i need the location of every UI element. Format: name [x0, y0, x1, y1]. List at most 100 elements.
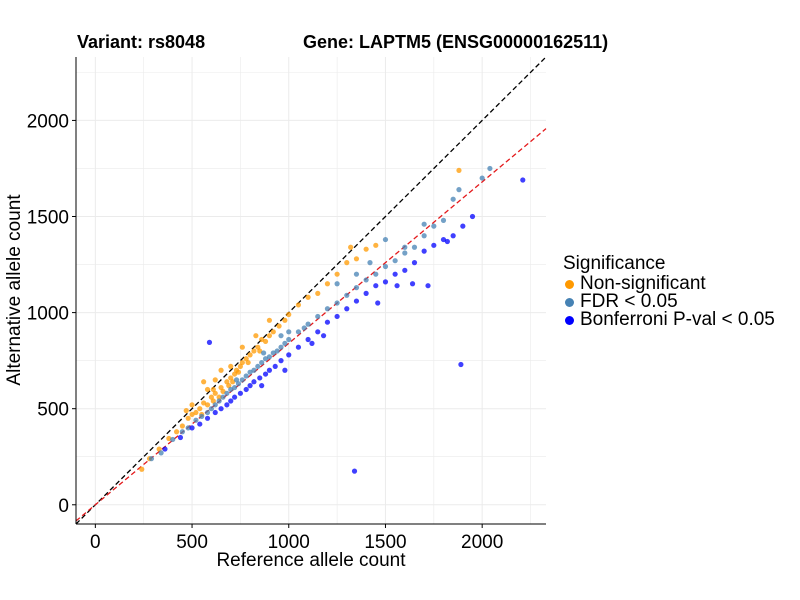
point-series-2 [189, 425, 195, 431]
x-axis-label: Reference allele count [216, 550, 406, 571]
legend-label-nonsig: Non-significant [580, 273, 706, 294]
point-series-1 [353, 285, 360, 291]
point-series-2 [392, 271, 398, 277]
point-series-2 [402, 267, 408, 273]
point-series-1 [232, 384, 238, 391]
y-axis-label: Alternative allele count [4, 194, 25, 386]
point-series-2 [460, 223, 466, 229]
point-series-1 [392, 258, 398, 264]
point-series-2 [224, 402, 230, 408]
point-series-1 [282, 340, 288, 346]
legend-key-bonferroni [565, 315, 574, 325]
point-series-2 [243, 386, 249, 393]
point-series-0 [276, 323, 282, 329]
point-series-1 [382, 236, 389, 243]
point-series-0 [224, 379, 230, 385]
point-series-2 [421, 248, 427, 254]
point-series-0 [363, 246, 369, 252]
point-series-1 [239, 377, 245, 383]
point-series-0 [183, 408, 189, 414]
point-series-2 [409, 281, 416, 287]
point-series-0 [270, 329, 276, 335]
legend-label-bonferroni: Bonferroni P-val < 0.05 [580, 309, 775, 330]
axes [75, 57, 546, 525]
point-series-0 [232, 371, 238, 377]
point-series-1 [315, 313, 321, 320]
point-series-0 [344, 260, 350, 266]
point-series-2 [425, 283, 431, 289]
point-series-0 [282, 317, 288, 323]
point-series-0 [243, 356, 249, 362]
point-series-1 [266, 354, 273, 360]
point-series-0 [239, 344, 245, 350]
point-series-0 [193, 409, 199, 416]
y-tick-label: 1500 [27, 208, 69, 229]
point-series-1 [208, 406, 214, 412]
point-series-1 [228, 386, 234, 393]
point-series-1 [334, 300, 340, 306]
point-series-0 [239, 359, 245, 366]
y-tick-label: 2000 [27, 111, 69, 132]
point-series-1 [233, 377, 240, 383]
point-series-2 [320, 333, 327, 339]
point-series-0 [253, 333, 259, 339]
point-series-1 [278, 333, 284, 339]
point-series-2 [162, 446, 168, 452]
point-series-0 [204, 402, 211, 408]
y-tick-label: 0 [58, 496, 69, 517]
point-series-1 [334, 281, 340, 287]
point-series-1 [170, 436, 176, 443]
point-series-0 [212, 390, 218, 396]
point-series-1 [456, 187, 462, 193]
point-series-0 [257, 348, 263, 354]
point-series-2 [458, 361, 464, 368]
point-series-0 [353, 256, 360, 262]
point-series-1 [363, 277, 369, 283]
point-series-1 [353, 271, 360, 277]
reference-line-identity [75, 56, 547, 525]
legend: Significance Non-significant FDR < 0.05 … [563, 253, 775, 329]
point-series-2 [259, 383, 265, 389]
point-series-1 [373, 271, 379, 277]
point-series-1 [411, 244, 418, 250]
point-series-1 [261, 350, 267, 356]
point-series-2 [305, 336, 311, 343]
point-series-2 [251, 379, 257, 385]
point-series-0 [220, 388, 226, 394]
point-series-1 [262, 356, 269, 362]
point-series-0 [255, 344, 261, 350]
grid-lines [76, 57, 546, 524]
point-series-0 [197, 406, 203, 412]
point-series-1 [185, 425, 191, 431]
point-series-1 [402, 244, 408, 250]
y-tick-label: 500 [37, 400, 69, 421]
point-series-1 [295, 329, 302, 335]
point-series-1 [148, 456, 155, 462]
point-series-1 [305, 321, 311, 327]
point-series-1 [274, 348, 280, 354]
gene-title: Gene: LAPTM5 (ENSG00000162511) [303, 32, 609, 52]
x-tick-label: 500 [176, 532, 208, 553]
point-series-0 [259, 336, 265, 343]
point-series-0 [230, 379, 236, 385]
point-series-1 [259, 359, 265, 366]
point-series-2 [237, 390, 244, 396]
point-series-2 [295, 344, 302, 350]
point-series-1 [479, 175, 485, 181]
point-series-2 [315, 329, 321, 335]
point-series-1 [301, 325, 307, 331]
point-series-1 [255, 363, 261, 370]
point-series-2 [334, 313, 340, 320]
y-ticks: 0 500 1000 1500 2000 [27, 111, 76, 517]
point-series-0 [204, 386, 211, 393]
point-series-0 [173, 429, 180, 435]
point-series-1 [421, 221, 427, 227]
point-series-2 [382, 279, 389, 285]
point-series-0 [189, 402, 195, 408]
point-series-1 [193, 417, 199, 423]
point-series-0 [210, 398, 216, 404]
point-series-2 [469, 213, 476, 220]
point-series-2 [282, 367, 288, 373]
point-series-2 [197, 421, 203, 427]
